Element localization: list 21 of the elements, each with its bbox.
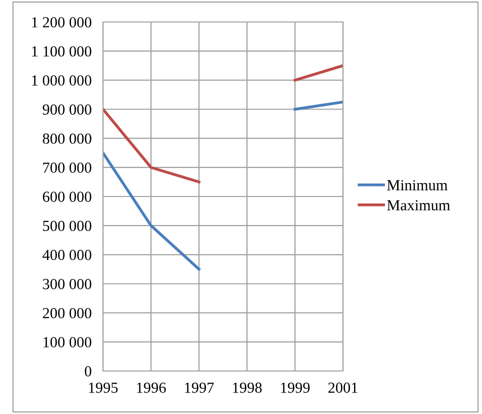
x-tick-label: 1997 <box>185 382 214 393</box>
y-tick-label: 300 000 <box>42 278 92 290</box>
y-tick-label: 800 000 <box>42 133 92 144</box>
y-tick-label: 900 000 <box>42 104 92 115</box>
x-tick-label: 2001 <box>328 382 358 393</box>
y-tick-label: 200 000 <box>42 308 92 318</box>
x-tick-label: 1995 <box>89 382 118 393</box>
y-tick-label: 1 100 000 <box>32 46 92 57</box>
y-tick-label: 0 <box>84 366 92 376</box>
y-tick-label: 600 000 <box>42 192 92 202</box>
y-tick-label: 100 000 <box>44 337 92 348</box>
y-tick-label: 700 000 <box>43 162 92 173</box>
x-tick-label: 1996 <box>137 382 166 393</box>
legend-label: Maximum <box>387 200 450 210</box>
y-tick-label: 400 000 <box>42 250 92 260</box>
y-tick-label: 1 200 000 <box>32 17 92 28</box>
x-tick-label: 1998 <box>233 382 262 393</box>
x-tick-label: 1999 <box>281 382 310 393</box>
legend-label: Minimum <box>387 180 448 190</box>
y-tick-label: 500 000 <box>43 220 92 232</box>
y-tick-label: 1 000 000 <box>32 75 92 86</box>
